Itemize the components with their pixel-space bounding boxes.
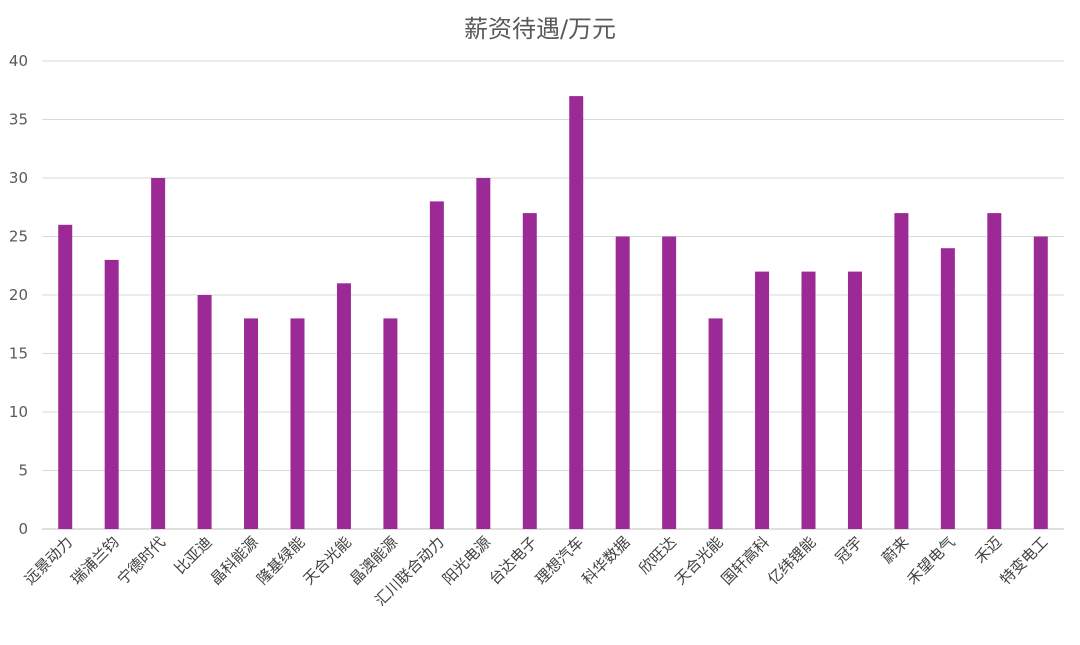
bars [58, 96, 1048, 530]
x-tick-label: 理想汽车 [532, 533, 587, 588]
x-tick-label: 亿纬锂能 [764, 533, 819, 588]
chart-title: 薪资待遇/万元 [464, 15, 616, 43]
x-tick-label: 比亚迪 [171, 533, 216, 578]
x-tick-label: 特变电工 [996, 533, 1051, 588]
x-tick-label: 天合光能 [671, 533, 726, 588]
bar [151, 178, 166, 529]
x-tick-label: 冠宇 [832, 533, 866, 567]
bar [708, 318, 723, 529]
y-tick-label: 0 [18, 520, 28, 538]
bar [104, 259, 119, 529]
x-tick-label: 禾望电气 [904, 533, 959, 588]
x-tick-label: 科华数据 [578, 533, 633, 588]
y-axis: 0 5 10 15 20 25 30 35 40 [9, 52, 28, 538]
y-tick-label: 20 [9, 286, 28, 304]
bar [940, 248, 955, 529]
bar [801, 271, 816, 529]
x-tick-label: 阳光电源 [439, 533, 494, 588]
bar [522, 213, 537, 529]
bar [615, 236, 630, 529]
x-tick-label: 远景动力 [21, 533, 76, 588]
y-tick-label: 10 [9, 403, 28, 421]
x-tick-label: 瑞浦兰钧 [67, 533, 122, 588]
bar [290, 318, 305, 529]
gridlines [42, 60, 1064, 530]
y-tick-label: 25 [9, 228, 28, 246]
bar [847, 271, 862, 529]
x-tick-label: 晶科能源 [207, 533, 262, 588]
bar [1033, 236, 1048, 529]
bar [662, 236, 677, 529]
x-tick-label: 台达电子 [485, 533, 540, 588]
y-tick-label: 40 [9, 52, 28, 70]
bar [569, 96, 584, 529]
x-tick-label: 宁德时代 [114, 533, 169, 588]
bar [755, 271, 770, 529]
y-tick-label: 5 [18, 462, 28, 480]
x-tick-label: 国轩高科 [718, 533, 773, 588]
x-tick-label: 欣旺达 [635, 533, 680, 578]
x-tick-label: 隆基绿能 [253, 533, 308, 588]
y-tick-label: 35 [9, 111, 28, 129]
bar [336, 283, 351, 529]
x-tick-label: 蔚来 [878, 533, 912, 567]
bar [58, 224, 73, 530]
bar [244, 318, 259, 529]
bar [987, 213, 1002, 529]
x-tick-label: 天合光能 [300, 533, 355, 588]
bar [383, 318, 398, 529]
bar [429, 201, 444, 529]
y-tick-label: 30 [9, 169, 28, 187]
bar [476, 178, 491, 529]
bar [894, 213, 909, 529]
x-tick-label: 禾迈 [971, 533, 1005, 567]
bar [197, 295, 212, 529]
y-tick-label: 15 [9, 345, 28, 363]
